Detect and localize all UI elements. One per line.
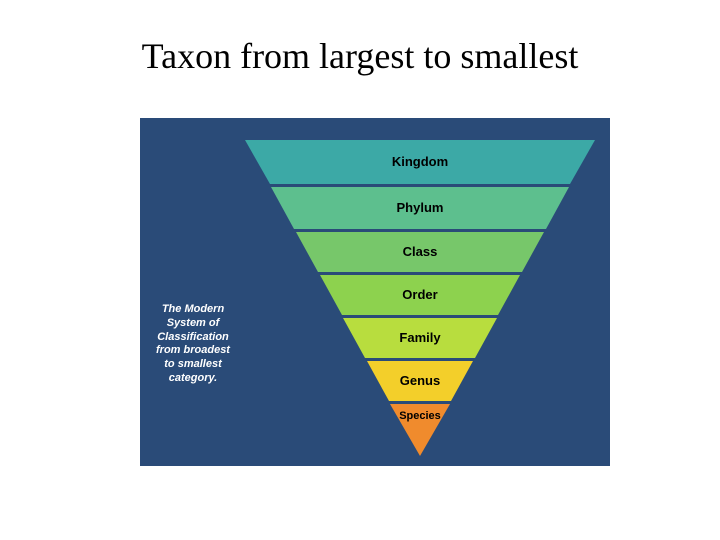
pyramid-band: Order [245, 275, 595, 315]
pyramid-band: Kingdom [245, 140, 595, 184]
pyramid-band-label: Species [245, 404, 595, 422]
pyramid-band-label: Family [245, 318, 595, 358]
pyramid-band: Genus [245, 361, 595, 401]
pyramid-band: Family [245, 318, 595, 358]
slide-title: Taxon from largest to smallest [0, 35, 720, 77]
caption-line: from broadest [147, 344, 239, 358]
pyramid-band-label: Order [245, 275, 595, 315]
caption-line: category. [147, 372, 239, 386]
caption: The Modern System of Classification from… [147, 303, 239, 386]
caption-line: to smallest [147, 358, 239, 372]
caption-line: System of [147, 317, 239, 331]
title-text: Taxon from largest to smallest [142, 36, 579, 76]
pyramid-band-label: Class [245, 232, 595, 272]
pyramid-band-label: Genus [245, 361, 595, 401]
pyramid-band: Species [245, 404, 595, 456]
pyramid-band: Class [245, 232, 595, 272]
taxonomy-pyramid: KingdomPhylumClassOrderFamilyGenus Specie… [245, 140, 595, 458]
pyramid-band-label: Kingdom [245, 140, 595, 184]
diagram-panel: The Modern System of Classification from… [140, 118, 610, 466]
pyramid-band-label: Phylum [245, 187, 595, 229]
caption-line: The Modern [147, 303, 239, 317]
slide: Taxon from largest to smallest The Moder… [0, 0, 720, 540]
caption-line: Classification [147, 331, 239, 345]
pyramid-band: Phylum [245, 187, 595, 229]
